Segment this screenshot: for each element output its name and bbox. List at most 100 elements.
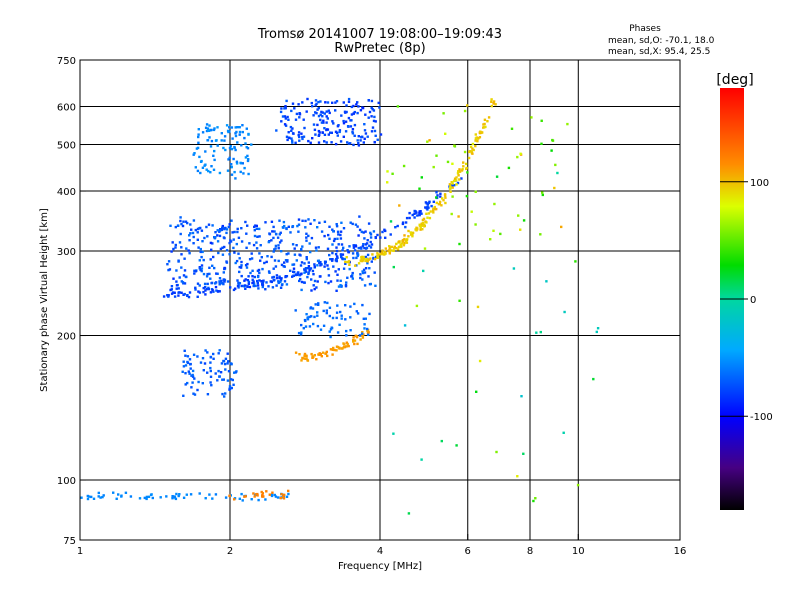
data-point <box>427 212 431 215</box>
data-point <box>371 108 374 111</box>
data-point <box>181 281 185 284</box>
data-point <box>212 154 215 157</box>
data-point <box>516 155 519 159</box>
data-point <box>216 126 219 129</box>
cluster-f2-x-trace <box>344 98 497 267</box>
data-point <box>333 348 336 352</box>
data-point <box>356 139 359 142</box>
data-point <box>363 323 366 326</box>
data-point <box>245 232 248 235</box>
data-point <box>324 352 327 355</box>
data-point <box>332 230 335 233</box>
data-point <box>428 139 431 142</box>
data-point <box>319 352 322 356</box>
data-point <box>574 260 577 263</box>
data-point <box>197 246 200 249</box>
data-point <box>223 362 227 366</box>
data-point <box>315 102 318 106</box>
data-point <box>303 126 306 130</box>
data-point <box>291 102 295 105</box>
data-point <box>214 493 218 496</box>
data-point <box>312 123 316 126</box>
data-point <box>332 265 335 268</box>
data-point <box>101 495 104 499</box>
data-point <box>261 282 264 286</box>
data-point <box>220 362 224 365</box>
data-point <box>218 234 222 238</box>
data-point <box>356 342 359 346</box>
data-point <box>183 292 186 296</box>
data-point <box>419 226 422 229</box>
data-point <box>293 270 296 274</box>
data-point <box>198 155 201 159</box>
data-point <box>203 282 207 286</box>
colorbar-tick-label: -100 <box>750 412 773 423</box>
data-point <box>458 299 461 302</box>
data-point <box>208 272 211 276</box>
data-point <box>317 141 321 144</box>
data-point <box>360 255 364 259</box>
cluster-scatter-low <box>392 260 600 515</box>
data-point <box>472 148 475 152</box>
cluster-scatter-high <box>386 104 569 250</box>
data-point <box>360 247 363 250</box>
data-point <box>432 200 435 203</box>
data-point <box>305 354 308 357</box>
data-point <box>353 342 356 346</box>
data-point <box>300 261 304 264</box>
data-point <box>422 223 426 226</box>
data-point <box>345 345 348 348</box>
data-point <box>335 349 338 352</box>
data-point <box>342 342 345 345</box>
data-point <box>209 241 213 245</box>
data-point <box>357 135 360 138</box>
data-point <box>351 271 354 275</box>
data-point <box>393 245 396 248</box>
data-point <box>347 251 351 254</box>
data-point <box>357 246 360 250</box>
data-point <box>381 230 384 234</box>
data-point <box>349 125 353 128</box>
data-point <box>470 150 473 153</box>
data-point <box>357 234 360 237</box>
data-point <box>332 346 335 350</box>
data-point <box>245 146 248 149</box>
data-point <box>428 216 432 220</box>
data-point <box>367 258 370 261</box>
data-point <box>216 240 220 243</box>
data-point <box>352 256 355 260</box>
data-point <box>334 142 338 146</box>
data-point <box>307 139 310 143</box>
data-point <box>411 235 414 238</box>
data-point <box>370 99 374 103</box>
data-point <box>380 251 383 254</box>
data-point <box>413 216 416 219</box>
data-point <box>228 156 231 160</box>
data-point <box>384 236 387 239</box>
x-tick-label: 4 <box>377 546 383 557</box>
data-point <box>169 224 172 227</box>
data-point <box>453 144 456 147</box>
data-point <box>356 101 359 104</box>
data-point <box>318 221 321 224</box>
data-point <box>357 262 361 265</box>
cluster-f2-o-trace <box>162 177 463 299</box>
data-point <box>253 225 256 229</box>
data-point <box>305 232 308 235</box>
data-point <box>208 266 211 269</box>
data-point <box>354 223 358 226</box>
data-point <box>335 100 339 103</box>
data-point <box>303 268 306 271</box>
data-point <box>290 137 293 140</box>
data-point <box>415 226 418 229</box>
data-point <box>247 282 250 285</box>
data-point <box>273 230 276 233</box>
x-axis-label: Frequency [MHz] <box>338 561 422 572</box>
data-point <box>465 162 468 166</box>
data-point <box>361 336 365 339</box>
data-point <box>465 166 468 170</box>
data-point <box>308 269 311 272</box>
data-point <box>212 290 215 293</box>
data-point <box>180 246 183 249</box>
data-point <box>187 249 190 252</box>
